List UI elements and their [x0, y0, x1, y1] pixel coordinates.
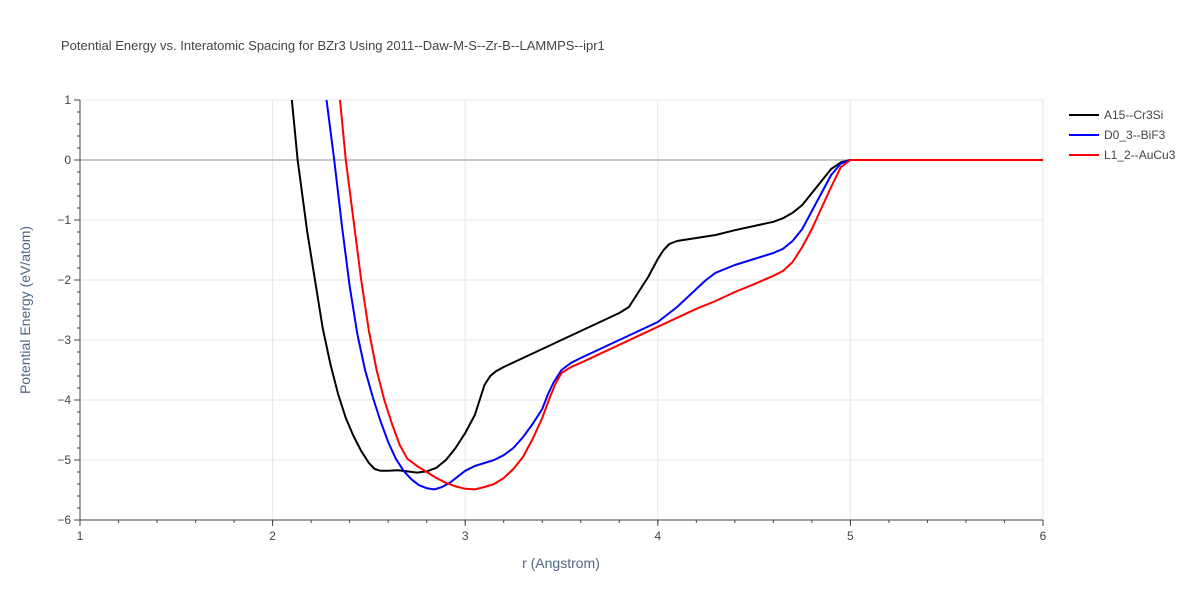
legend-label: A15--Cr3Si [1104, 108, 1163, 122]
x-tick-label: 1 [77, 529, 84, 543]
tick-labels: 1 2 3 4 5 6 1 0 −1 −2 −3 −4 −5 −6 [57, 93, 1046, 543]
legend-item-1[interactable]: D0_3--BiF3 [1069, 128, 1166, 142]
y-tick-label: −2 [57, 273, 71, 287]
y-tick-label: 1 [64, 93, 71, 107]
x-tick-label: 4 [654, 529, 661, 543]
legend-label: L1_2--AuCu3 [1104, 148, 1176, 162]
y-axis-title: Potential Energy (eV/atom) [17, 226, 33, 394]
legend-item-0[interactable]: A15--Cr3Si [1069, 108, 1163, 122]
y-tick-label: −1 [57, 213, 71, 227]
y-tick-label: −4 [57, 393, 71, 407]
legend-label: D0_3--BiF3 [1104, 128, 1166, 142]
x-tick-label: 5 [847, 529, 854, 543]
y-tick-label: −6 [57, 513, 71, 527]
series-layer [290, 100, 1043, 491]
series-line-1 [325, 100, 1043, 491]
y-tick-label: −5 [57, 453, 71, 467]
series-line-2 [339, 100, 1043, 491]
y-tick-label: 0 [64, 153, 71, 167]
chart-title: Potential Energy vs. Interatomic Spacing… [61, 38, 605, 53]
x-tick-label: 3 [462, 529, 469, 543]
series-line-0 [290, 100, 1043, 474]
x-tick-label: 2 [269, 529, 276, 543]
axes [74, 99, 1044, 526]
x-axis-title: r (Angstrom) [522, 555, 600, 571]
legend[interactable]: A15--Cr3Si D0_3--BiF3 L1_2--AuCu3 [1069, 108, 1176, 162]
x-tick-label: 6 [1040, 529, 1047, 543]
y-tick-label: −3 [57, 333, 71, 347]
grid [80, 99, 1044, 520]
legend-item-2[interactable]: L1_2--AuCu3 [1069, 148, 1176, 162]
